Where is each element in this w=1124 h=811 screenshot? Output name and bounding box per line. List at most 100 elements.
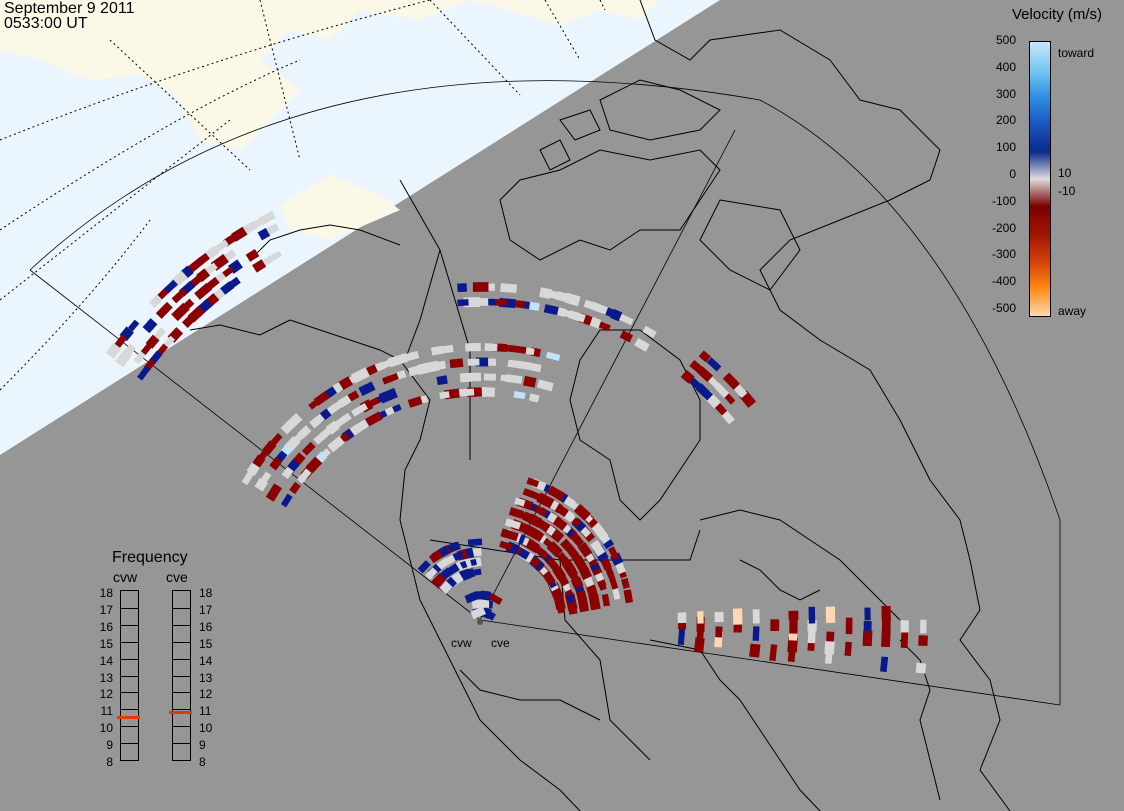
backscatter-gate: [880, 656, 889, 673]
backscatter-gate: [590, 539, 606, 557]
frequency-scale-cvw: [120, 590, 139, 761]
backscatter-gate: [487, 592, 503, 606]
frequency-tick-left: 12: [99, 687, 113, 702]
frequency-tick-left: 10: [99, 721, 113, 736]
backscatter-gate: [281, 466, 294, 480]
backscatter-gate: [549, 290, 560, 300]
backscatter-gate: [407, 396, 423, 408]
backscatter-gate: [697, 611, 704, 624]
backscatter-gate: [475, 357, 489, 367]
backscatter-gate: [824, 652, 833, 665]
frequency-cve-label: cve: [166, 569, 188, 585]
frequency-cell: [121, 658, 138, 660]
frequency-title: Frequency: [112, 549, 188, 566]
backscatter-gate: [881, 618, 891, 634]
backscatter-gate: [807, 641, 815, 652]
frequency-tick-left: 9: [106, 738, 113, 753]
backscatter-gate: [472, 282, 489, 292]
frequency-marker-cvw: [117, 715, 140, 719]
backscatter-gate: [881, 605, 891, 622]
backscatter-gate: [105, 342, 122, 359]
backscatter-gate: [431, 572, 447, 589]
backscatter-gate: [619, 330, 634, 343]
backscatter-gate: [724, 393, 736, 405]
backscatter-gate: [634, 337, 650, 352]
backscatter-gates: [105, 210, 928, 674]
backscatter-gate: [289, 481, 301, 495]
backscatter-gate: [824, 640, 835, 655]
frequency-tick-right: 14: [199, 653, 213, 668]
backscatter-gate: [621, 578, 630, 589]
backscatter-gate: [128, 319, 140, 332]
frequency-cell: [173, 624, 190, 626]
backscatter-gate: [471, 598, 488, 610]
frequency-tick-right: 16: [199, 619, 213, 634]
backscatter-gate: [301, 441, 316, 456]
backscatter-gate: [171, 288, 188, 304]
backscatter-gate: [470, 606, 486, 620]
backscatter-gate: [900, 620, 909, 633]
backscatter-gate: [241, 468, 256, 486]
date-label: September 9 2011: [4, 0, 135, 17]
frequency-scale-cve: [172, 590, 191, 761]
frequency-tick-right: 15: [199, 636, 213, 651]
backscatter-gate: [689, 359, 704, 374]
colorbar-title: Velocity (m/s): [1012, 6, 1103, 23]
colorbar-tick: -500: [991, 301, 1016, 315]
frequency-cell: [121, 726, 138, 728]
backscatter-gate: [680, 369, 695, 384]
frequency-tick-right: 11: [199, 704, 212, 719]
backscatter-gate: [528, 393, 540, 403]
backscatter-gate: [826, 631, 835, 642]
frequency-cell: [121, 675, 138, 677]
backscatter-gate: [918, 635, 928, 646]
backscatter-gate: [677, 628, 686, 646]
backscatter-gate: [266, 223, 280, 235]
graticule: [0, 0, 606, 391]
backscatter-gate: [539, 287, 552, 299]
backscatter-gate: [430, 345, 444, 356]
backscatter-gate: [280, 493, 293, 508]
backscatter-gate: [864, 607, 871, 621]
backscatter-gate: [787, 637, 798, 653]
backscatter-gate: [523, 375, 537, 388]
backscatter-gate: [464, 591, 480, 604]
backscatter-gate: [507, 359, 525, 369]
backscatter-gate: [573, 504, 591, 521]
backscatter-gate: [204, 262, 218, 275]
backscatter-gate: [807, 628, 816, 644]
backscatter-gate: [577, 542, 593, 558]
alaska-day-land: [280, 175, 400, 240]
backscatter-gate: [148, 295, 162, 309]
backscatter-gate: [382, 372, 399, 385]
backscatter-gate: [205, 245, 220, 259]
colorbar-minus10-label: -10: [1058, 184, 1076, 198]
backscatter-gate: [465, 342, 481, 352]
backscatter-gate: [697, 366, 714, 383]
frequency-tick-right: 17: [199, 602, 213, 617]
backscatter-gate: [714, 611, 724, 623]
backscatter-gate: [527, 301, 540, 311]
colorbar-away-label: away: [1058, 304, 1087, 318]
backscatter-gate: [133, 351, 146, 365]
backscatter-gate: [601, 593, 610, 607]
backscatter-gate: [863, 621, 872, 631]
backscatter-gate: [269, 456, 283, 471]
backscatter-gate: [881, 630, 891, 648]
backscatter-gate: [467, 538, 483, 547]
backscatter-gate: [457, 299, 469, 307]
backscatter-gate: [536, 379, 554, 392]
frequency-marker-cve: [169, 710, 192, 714]
frequency-tick-left: 15: [99, 636, 113, 651]
frequency-tick-right: 12: [199, 687, 213, 702]
backscatter-gate: [476, 387, 488, 397]
backscatter-gate: [308, 398, 321, 410]
backscatter-gate: [351, 402, 369, 417]
backscatter-gate: [436, 375, 448, 386]
backscatter-gate: [560, 538, 573, 551]
backscatter-gate: [213, 239, 229, 253]
backscatter-gate: [555, 291, 572, 303]
frequency-cell: [121, 607, 138, 609]
backscatter-gate: [467, 358, 480, 366]
